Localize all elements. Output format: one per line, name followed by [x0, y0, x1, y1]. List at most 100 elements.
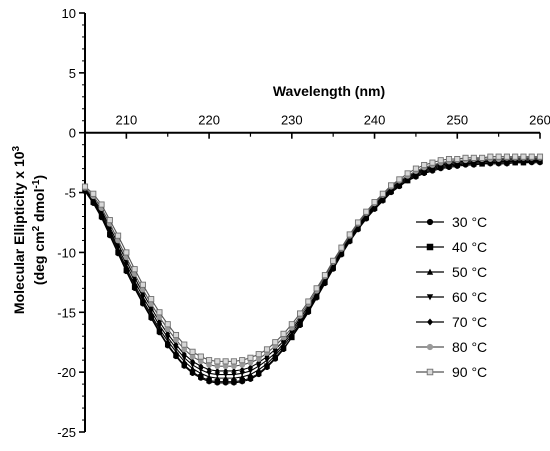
data-point	[371, 199, 378, 206]
data-point	[214, 372, 221, 378]
data-point	[140, 297, 146, 303]
data-point	[404, 170, 411, 177]
series-80-c	[82, 154, 543, 370]
data-point	[512, 153, 519, 160]
y-tick-label: 5	[69, 66, 76, 81]
data-point	[206, 371, 212, 377]
data-point	[256, 366, 262, 373]
x-tick-label: 210	[116, 113, 138, 128]
data-point	[264, 357, 270, 364]
y-tick-label: -20	[57, 365, 76, 380]
x-tick-label: 220	[198, 113, 220, 128]
data-point	[156, 318, 162, 325]
data-point	[412, 165, 419, 172]
data-point	[247, 371, 254, 377]
legend: 30 °C 40 °C 50 °C 60 °C 70 °C 80 °C 90 °C	[416, 214, 487, 380]
data-point	[288, 321, 295, 328]
data-point	[198, 363, 204, 370]
data-point	[396, 176, 403, 183]
data-point	[197, 353, 204, 360]
data-point	[479, 154, 486, 161]
legend-label: 30 °C	[452, 214, 487, 230]
data-point	[214, 375, 221, 381]
data-point	[255, 351, 262, 358]
data-point	[165, 338, 171, 344]
series-line	[84, 156, 540, 362]
data-point	[429, 159, 436, 166]
data-point	[131, 281, 138, 288]
legend-marker	[426, 218, 434, 226]
data-point	[363, 208, 370, 215]
data-point	[354, 219, 362, 226]
data-point	[470, 154, 477, 161]
data-point	[247, 368, 254, 374]
legend-marker	[426, 343, 434, 351]
data-point	[503, 153, 510, 160]
data-point	[305, 298, 312, 305]
data-point	[181, 355, 187, 361]
data-point	[454, 156, 461, 163]
y-axis-title-line1: Molecular Ellipticity x 103	[11, 145, 28, 314]
y-tick-label: 0	[69, 126, 76, 141]
data-point	[81, 183, 89, 190]
data-point	[206, 357, 213, 364]
data-point	[198, 370, 204, 376]
data-point	[421, 161, 428, 169]
legend-item: 80 °C	[416, 339, 487, 355]
data-point	[123, 249, 130, 256]
data-point	[346, 231, 353, 238]
data-point	[181, 351, 187, 358]
data-point	[338, 244, 345, 251]
data-point	[239, 357, 246, 364]
data-point	[173, 345, 179, 352]
data-point	[214, 367, 220, 374]
x-tick-label: 260	[529, 113, 550, 128]
series-90-c	[81, 153, 544, 365]
data-point	[90, 190, 97, 197]
x-tick-label: 250	[446, 113, 468, 128]
legend-item: 30 °C	[416, 214, 487, 230]
y-tick-label: -15	[57, 305, 76, 320]
data-point	[536, 153, 544, 160]
y-tick-label: 10	[62, 6, 76, 21]
data-point	[139, 281, 146, 288]
data-point	[264, 360, 270, 367]
data-point	[321, 272, 328, 279]
x-tick-label: 240	[364, 113, 386, 128]
data-point	[231, 372, 237, 378]
data-point	[189, 348, 196, 355]
axes: 10 5 0 -5 -10 -15 -20 -25 210 220 230 240 250 260	[57, 6, 550, 440]
data-point	[148, 311, 154, 317]
data-point	[165, 330, 171, 337]
legend-item: 50 °C	[416, 264, 487, 280]
data-point	[528, 153, 535, 160]
data-point	[123, 265, 130, 271]
data-point	[487, 153, 494, 160]
data-point	[239, 366, 245, 373]
data-point	[173, 341, 179, 348]
data-point	[156, 309, 163, 316]
data-point	[198, 367, 204, 373]
data-point	[388, 182, 395, 189]
data-point	[115, 232, 122, 239]
data-point	[231, 375, 237, 381]
data-point	[206, 366, 212, 373]
data-point	[173, 348, 179, 355]
legend-label: 70 °C	[452, 314, 487, 330]
y-axis-title: Molecular Ellipticity x 103 (deg cm2 dmo…	[11, 145, 48, 314]
data-point	[223, 367, 229, 374]
data-point	[230, 358, 237, 365]
data-point	[131, 266, 138, 273]
data-point	[495, 153, 502, 160]
legend-label: 80 °C	[452, 339, 487, 355]
data-point	[247, 364, 253, 371]
data-point	[222, 372, 229, 378]
legend-marker	[426, 243, 434, 251]
data-point	[164, 321, 171, 328]
series-line	[84, 157, 540, 367]
legend-item: 90 °C	[416, 364, 487, 380]
data-point	[437, 157, 444, 164]
y-tick-label: -10	[57, 245, 76, 260]
data-point	[156, 326, 163, 332]
